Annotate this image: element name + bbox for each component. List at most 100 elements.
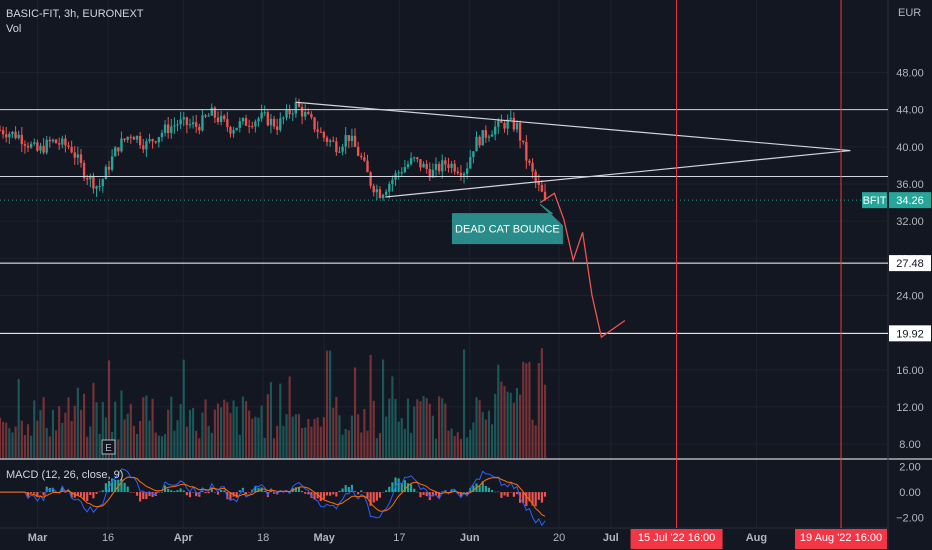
candle <box>272 118 276 127</box>
candle <box>39 145 42 151</box>
volume-bar <box>104 417 107 458</box>
candle <box>257 118 260 122</box>
volume-label: Vol <box>6 23 22 35</box>
volume-bar <box>58 406 61 458</box>
volume-bar <box>79 409 83 458</box>
macd-hist-bar <box>79 492 83 497</box>
macd-hist-bar <box>36 492 39 498</box>
macd-hist-bar <box>30 492 33 494</box>
macd-hist-bar <box>272 492 276 494</box>
candle <box>269 118 273 126</box>
candle <box>166 124 170 134</box>
candle <box>484 130 488 138</box>
macd-hist-bar <box>394 477 397 493</box>
macd-hist-bar <box>107 480 111 493</box>
time-tick-label: Apr <box>174 532 194 544</box>
candle <box>360 155 363 158</box>
candle <box>353 135 357 147</box>
candle <box>310 114 313 118</box>
macd-hist-bar <box>235 492 238 498</box>
macd-hist-bar <box>534 492 537 507</box>
candle <box>117 147 120 152</box>
macd-hist-bar <box>294 487 297 493</box>
currency-label: EUR <box>898 7 921 19</box>
macd-hist-bar <box>95 492 98 494</box>
candle <box>151 139 154 142</box>
candle <box>525 142 528 161</box>
candle <box>350 135 354 142</box>
macd-tick-label: 2.00 <box>899 461 920 473</box>
annotation-text: DEAD CAT BOUNCE <box>455 224 560 236</box>
volume-bar <box>291 416 294 458</box>
candle <box>232 130 235 134</box>
volume-bar <box>360 432 363 458</box>
candle <box>413 157 416 159</box>
macd-hist-bar <box>537 492 540 500</box>
candle <box>528 160 531 163</box>
volume-bar <box>400 418 403 458</box>
candle <box>300 106 304 117</box>
macd-hist-bar <box>357 492 360 495</box>
macd-hist-bar <box>347 486 350 493</box>
macd-hist-bar <box>543 492 547 497</box>
candle <box>191 122 195 125</box>
candle <box>33 142 36 144</box>
volume-bar <box>279 383 282 458</box>
candle <box>107 166 111 170</box>
macd-hist-bar <box>101 490 104 493</box>
volume-bar <box>466 437 469 458</box>
volume-bar <box>515 388 519 458</box>
volume-bar <box>366 430 369 458</box>
volume-bar <box>357 414 360 458</box>
macd-hist-bar <box>176 490 179 493</box>
macd-hist-bar <box>369 492 372 506</box>
volume-bar <box>503 386 506 458</box>
candle <box>419 159 422 168</box>
volume-bar <box>487 410 491 458</box>
candle <box>478 136 481 146</box>
candle <box>8 134 11 138</box>
candle <box>20 134 23 145</box>
candle <box>235 127 238 131</box>
candle <box>76 154 80 158</box>
candle <box>279 118 282 130</box>
candle <box>5 134 8 138</box>
volume-bar <box>89 426 92 458</box>
candle <box>160 132 164 138</box>
macd-hist-bar <box>459 492 463 497</box>
volume-bar <box>543 384 547 458</box>
volume-bar <box>244 401 248 458</box>
macd-hist-bar <box>363 492 366 493</box>
macd-label: MACD (12, 26, close, 9) <box>6 469 124 481</box>
candle <box>459 173 463 176</box>
marker-date-badge <box>795 529 888 549</box>
candle <box>229 127 232 134</box>
macd-hist-bar <box>509 492 512 493</box>
price-tick-label: 16.00 <box>896 365 924 377</box>
macd-hist-bar <box>111 478 114 493</box>
volume-bar <box>14 426 17 458</box>
time-tick-label: 20 <box>553 532 565 544</box>
volume-bar <box>441 398 444 458</box>
candle <box>447 164 450 168</box>
volume-bar <box>297 414 301 458</box>
macd-hist-bar <box>129 492 132 493</box>
time-tick-label: Jun <box>460 532 480 544</box>
volume-bar <box>170 396 173 458</box>
candle <box>201 115 204 131</box>
price-tick-label: 36.00 <box>896 179 924 191</box>
volume-bar <box>192 407 195 458</box>
macd-hist-bar <box>148 492 151 497</box>
volume-bar <box>238 434 241 458</box>
macd-hist-bar <box>207 492 210 494</box>
candle <box>285 109 288 118</box>
candle <box>425 163 428 170</box>
macd-hist-bar <box>500 492 503 498</box>
volume-bar <box>266 394 269 458</box>
candle <box>114 147 117 157</box>
volume-bar <box>241 396 245 458</box>
macd-hist-bar <box>472 485 475 493</box>
volume-bar <box>157 435 160 458</box>
volume-bar <box>145 395 148 458</box>
